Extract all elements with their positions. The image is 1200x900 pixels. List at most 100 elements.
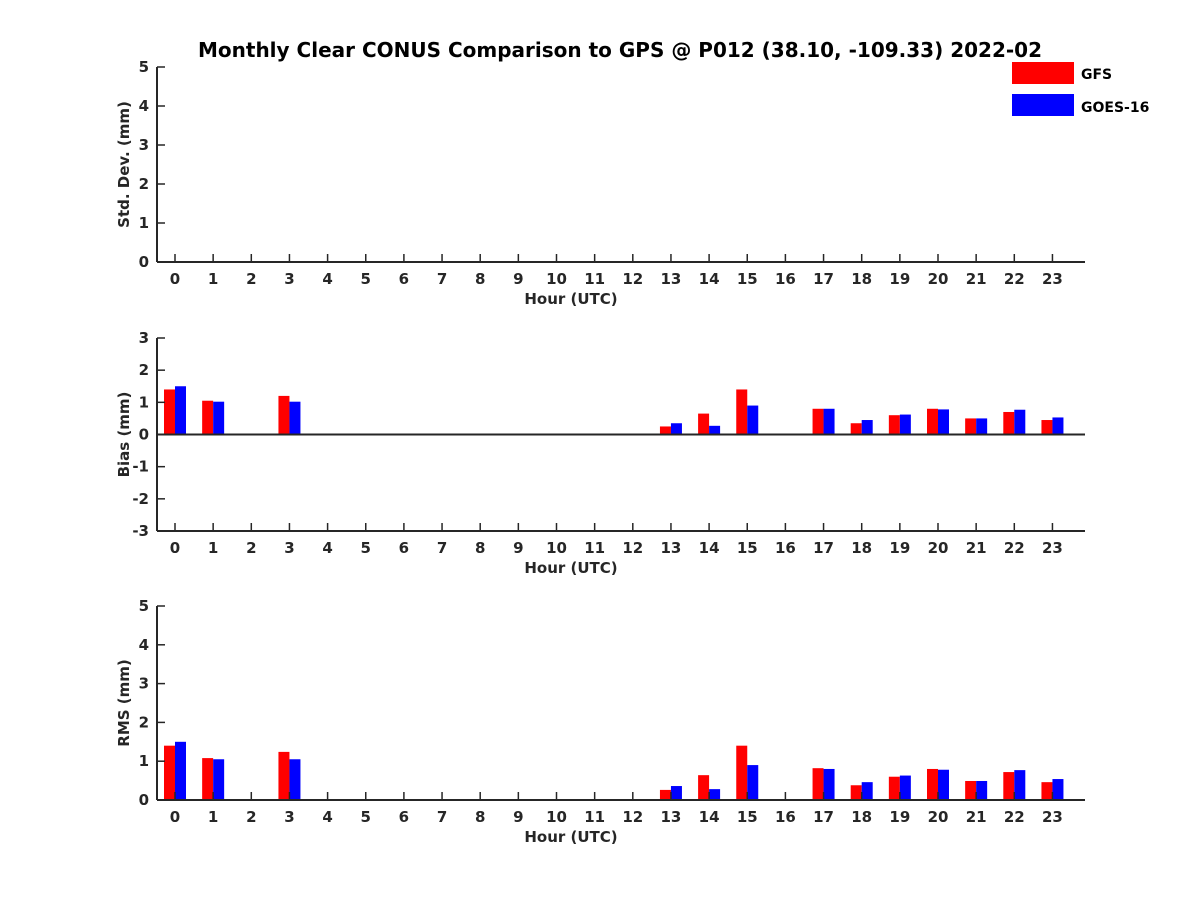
bias-xtick-label: 16 <box>775 539 796 557</box>
bias-ytick-label: 1 <box>139 393 149 411</box>
stddev-ytick-label: 5 <box>139 58 149 76</box>
rms-bar-gfs-15 <box>736 745 748 800</box>
rms-xtick-label: 19 <box>889 808 910 826</box>
bias-bar-gfs-3 <box>278 395 290 435</box>
rms-ytick-label: 4 <box>139 636 149 654</box>
bias-bar-gfs-22 <box>1003 411 1015 435</box>
stddev-x-label: Hour (UTC) <box>524 290 617 308</box>
stddev-xtick-label: 12 <box>622 270 643 288</box>
stddev-ytick-label: 2 <box>139 175 149 193</box>
bias-xtick-label: 17 <box>813 539 834 557</box>
rms-bar-gfs-22 <box>1003 772 1015 800</box>
bias-ytick-label: -2 <box>132 490 149 508</box>
legend-label-goes16: GOES-16 <box>1081 100 1149 116</box>
bias-bar-gfs-18 <box>850 423 862 435</box>
bias-y-label: Bias (mm) <box>115 392 133 478</box>
stddev-xtick-label: 5 <box>361 270 371 288</box>
bias-ytick-label: 3 <box>139 329 149 347</box>
bias-bar-gfs-19 <box>888 415 900 435</box>
bias-bar-gfs-23 <box>1041 420 1053 435</box>
stddev-xtick-label: 0 <box>170 270 180 288</box>
rms-bar-goes16-21 <box>976 780 988 800</box>
rms-ytick-label: 0 <box>139 791 149 809</box>
bias-xtick-label: 0 <box>170 539 180 557</box>
bias-bar-goes16-15 <box>747 405 759 435</box>
rms-bar-gfs-13 <box>659 789 671 800</box>
rms-ytick-label: 5 <box>139 597 149 615</box>
bias-bar-goes16-17 <box>823 408 835 435</box>
rms-xtick-label: 6 <box>399 808 409 826</box>
stddev-xtick-label: 23 <box>1042 270 1063 288</box>
stddev-xtick-label: 19 <box>889 270 910 288</box>
stddev-ytick-label: 4 <box>139 97 149 115</box>
bias-ytick-label: 2 <box>139 361 149 379</box>
rms-y-label: RMS (mm) <box>115 659 133 746</box>
chart-title: Monthly Clear CONUS Comparison to GPS @ … <box>198 38 1042 62</box>
rms-bar-gfs-0 <box>164 745 175 800</box>
rms-bar-gfs-14 <box>698 775 710 800</box>
rms-bar-goes16-23 <box>1052 779 1064 800</box>
rms-bar-gfs-18 <box>850 785 862 800</box>
legend-label-gfs: GFS <box>1081 67 1112 83</box>
bias-xtick-label: 15 <box>737 539 758 557</box>
stddev-xtick-label: 18 <box>851 270 872 288</box>
rms-xtick-label: 11 <box>584 808 605 826</box>
stddev-xtick-label: 22 <box>1004 270 1025 288</box>
rms-bar-gfs-17 <box>812 768 824 800</box>
bias-bar-gfs-17 <box>812 408 824 435</box>
stddev-xtick-label: 8 <box>475 270 485 288</box>
bias-bar-goes16-23 <box>1052 417 1064 435</box>
stddev-xtick-label: 3 <box>284 270 294 288</box>
rms-bar-gfs-21 <box>965 780 977 800</box>
rms-ytick-label: 1 <box>139 752 149 770</box>
bias-xtick-label: 3 <box>284 539 294 557</box>
rms-ytick-label: 2 <box>139 713 149 731</box>
rms-bar-gfs-23 <box>1041 782 1053 800</box>
rms-bar-gfs-20 <box>927 768 938 800</box>
rms-xtick-label: 7 <box>437 808 447 826</box>
bias-xtick-label: 4 <box>322 539 332 557</box>
bias-xtick-label: 6 <box>399 539 409 557</box>
bias-bar-goes16-21 <box>976 418 988 435</box>
rms-xtick-label: 2 <box>246 808 256 826</box>
rms-bar-goes16-18 <box>861 782 873 800</box>
stddev-xtick-label: 16 <box>775 270 796 288</box>
legend-swatch-goes16 <box>1012 94 1074 116</box>
stddev-xtick-label: 1 <box>208 270 218 288</box>
stddev-xtick-label: 10 <box>546 270 567 288</box>
bias-xtick-label: 20 <box>928 539 949 557</box>
rms-xtick-label: 4 <box>322 808 332 826</box>
bias-xtick-label: 21 <box>966 539 987 557</box>
rms-ytick-label: 3 <box>139 675 149 693</box>
bias-bar-goes16-13 <box>670 423 682 435</box>
rms-bar-goes16-20 <box>938 769 949 800</box>
rms-x-label: Hour (UTC) <box>524 828 617 846</box>
bias-bar-gfs-0 <box>164 389 175 435</box>
stddev-xtick-label: 7 <box>437 270 447 288</box>
bias-bar-goes16-18 <box>861 420 873 435</box>
rms-xtick-label: 18 <box>851 808 872 826</box>
bias-ytick-label: -3 <box>132 522 149 540</box>
stddev-xtick-label: 13 <box>661 270 682 288</box>
rms-xtick-label: 8 <box>475 808 485 826</box>
bias-bar-goes16-0 <box>175 386 186 435</box>
bias-bar-gfs-1 <box>202 400 214 435</box>
rms-bar-goes16-22 <box>1014 770 1026 800</box>
rms-bar-goes16-3 <box>289 759 301 800</box>
stddev-xtick-label: 9 <box>513 270 523 288</box>
bias-xtick-label: 2 <box>246 539 256 557</box>
rms-xtick-label: 1 <box>208 808 218 826</box>
bias-bar-gfs-13 <box>659 426 671 435</box>
rms-xtick-label: 3 <box>284 808 294 826</box>
rms-xtick-label: 17 <box>813 808 834 826</box>
rms-xtick-label: 9 <box>513 808 523 826</box>
bias-bar-gfs-15 <box>736 389 748 435</box>
legend: GFS GOES-16 <box>1012 62 1149 116</box>
rms-xtick-label: 12 <box>622 808 643 826</box>
bias-xtick-label: 14 <box>699 539 720 557</box>
rms-bar-goes16-1 <box>213 759 225 800</box>
